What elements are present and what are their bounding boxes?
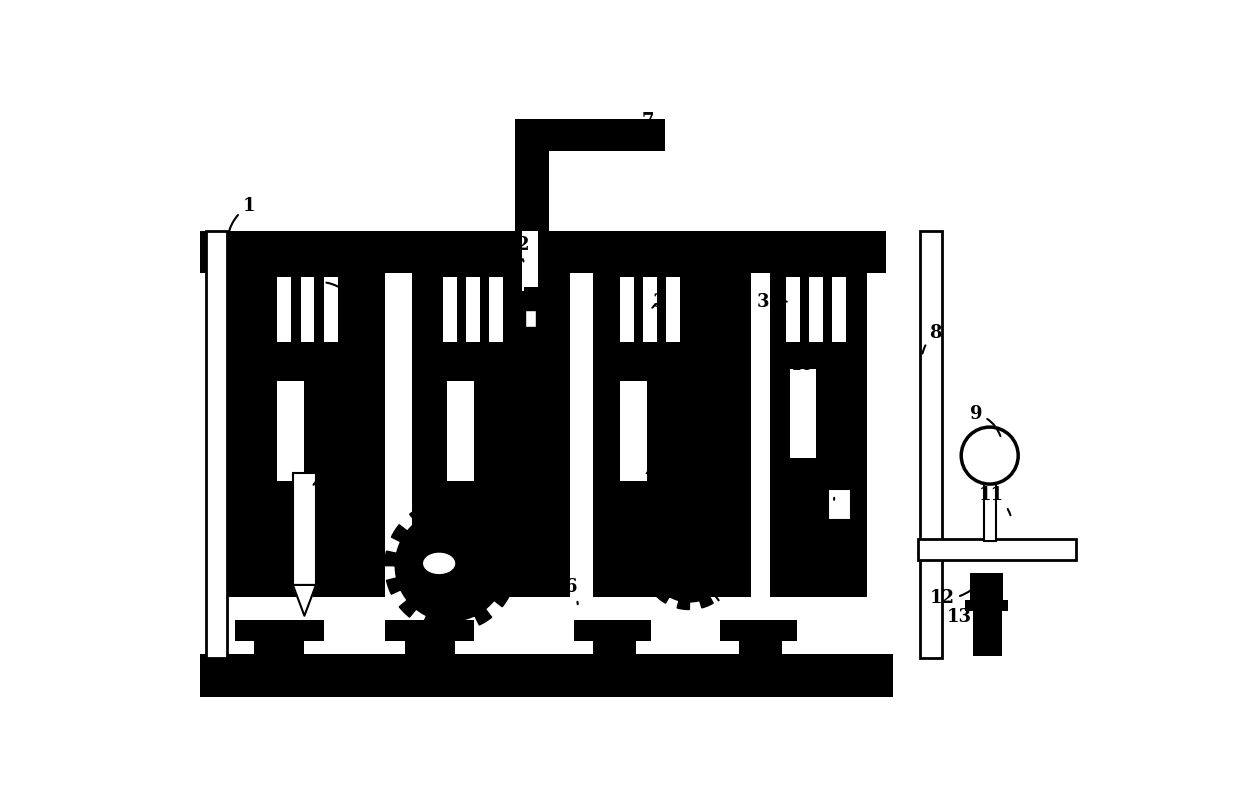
Bar xyxy=(466,277,480,342)
Bar xyxy=(278,277,291,342)
Bar xyxy=(828,489,851,519)
Bar xyxy=(446,381,474,481)
Text: 11: 11 xyxy=(978,486,1011,515)
Bar xyxy=(293,474,316,585)
Bar xyxy=(293,474,316,585)
Bar xyxy=(515,119,665,151)
Text: 8: 8 xyxy=(923,324,942,354)
Bar xyxy=(526,310,536,327)
Bar xyxy=(620,277,634,342)
Polygon shape xyxy=(642,514,737,610)
Bar xyxy=(790,370,816,458)
Bar xyxy=(324,277,337,342)
Bar xyxy=(739,641,781,658)
Bar xyxy=(972,611,1002,656)
Bar xyxy=(206,230,227,658)
Bar xyxy=(254,641,304,658)
Bar xyxy=(720,619,797,641)
Text: 404: 404 xyxy=(789,357,826,374)
Text: 6: 6 xyxy=(564,578,578,604)
Bar xyxy=(386,273,412,597)
Text: 7: 7 xyxy=(634,113,653,130)
Bar xyxy=(443,277,456,342)
Text: 503: 503 xyxy=(800,461,838,478)
Text: 12: 12 xyxy=(930,589,971,607)
Bar xyxy=(515,119,549,230)
Bar xyxy=(201,230,885,273)
Text: 402: 402 xyxy=(496,446,534,474)
Text: 3: 3 xyxy=(352,310,372,328)
Bar xyxy=(918,538,1076,560)
Bar xyxy=(983,475,996,541)
Polygon shape xyxy=(384,500,517,631)
Text: 13: 13 xyxy=(946,607,991,626)
Bar xyxy=(593,273,751,597)
Text: 6: 6 xyxy=(682,574,719,600)
Text: 3: 3 xyxy=(756,294,787,311)
Bar xyxy=(751,273,770,597)
Text: 2: 2 xyxy=(743,246,802,264)
Text: 10: 10 xyxy=(827,474,852,500)
Bar xyxy=(236,619,324,641)
Bar xyxy=(570,273,593,597)
Text: 401: 401 xyxy=(314,446,381,485)
Bar xyxy=(278,381,304,481)
Bar xyxy=(620,381,647,481)
Bar xyxy=(523,287,538,310)
Bar xyxy=(770,273,867,597)
Bar xyxy=(920,230,942,658)
Bar xyxy=(227,273,386,597)
Bar xyxy=(832,277,846,342)
Ellipse shape xyxy=(424,554,455,574)
Text: 2: 2 xyxy=(683,250,707,271)
Bar xyxy=(965,600,1008,611)
Text: 2: 2 xyxy=(517,236,529,262)
Bar xyxy=(666,277,681,342)
Bar xyxy=(490,277,503,342)
Text: 502: 502 xyxy=(636,489,682,534)
Bar xyxy=(300,277,315,342)
Text: 501: 501 xyxy=(479,480,541,540)
Bar xyxy=(404,641,455,658)
Text: 6: 6 xyxy=(427,576,445,600)
Circle shape xyxy=(961,427,1018,484)
Text: 1: 1 xyxy=(228,197,255,238)
Bar xyxy=(574,619,651,641)
Text: 6: 6 xyxy=(275,506,289,530)
Text: 9: 9 xyxy=(970,405,1001,436)
Bar xyxy=(971,574,1003,600)
Text: 3: 3 xyxy=(652,294,665,311)
Bar xyxy=(386,619,474,641)
Bar xyxy=(201,654,894,697)
Polygon shape xyxy=(293,585,316,616)
Text: 403: 403 xyxy=(645,464,682,489)
Text: 6: 6 xyxy=(805,517,830,534)
Text: 3: 3 xyxy=(526,295,544,313)
Bar xyxy=(593,641,635,658)
Bar xyxy=(786,277,800,342)
Bar xyxy=(644,277,657,342)
Bar xyxy=(808,277,822,342)
Bar xyxy=(412,273,570,597)
Text: 2: 2 xyxy=(326,282,356,306)
Bar xyxy=(522,230,538,291)
